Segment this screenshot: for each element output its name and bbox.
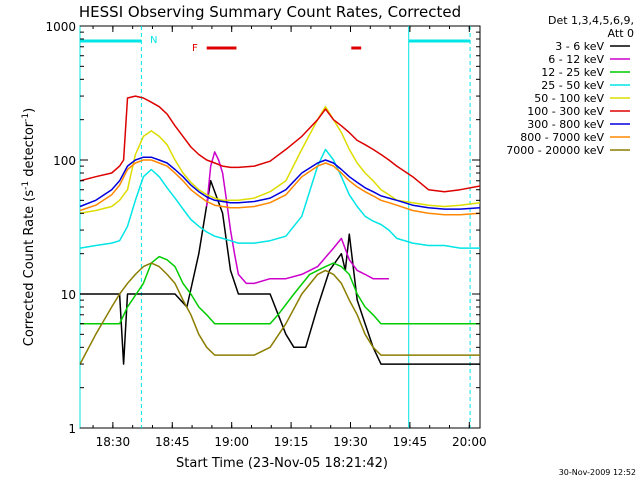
- legend-header-1: Det 1,3,4,5,6,9,: [548, 14, 634, 27]
- legend-entry-label: 6 - 12 keV: [548, 53, 604, 66]
- x-tick-label: 19:30: [333, 435, 368, 449]
- footer-date: 30-Nov-2009 12:52: [559, 468, 636, 477]
- legend-entry-label: 100 - 300 keV: [527, 105, 604, 118]
- flag-bars: [80, 39, 471, 50]
- y-axis-label: Corrected Count Rate (s-1 detector-1): [21, 108, 37, 346]
- y-tick-label: 10: [61, 288, 76, 302]
- y-tick-label: 100: [53, 154, 76, 168]
- y-label-part-3: ): [22, 108, 37, 113]
- legend-entry-label: 7000 - 20000 keV: [506, 144, 604, 157]
- y-label-exp-2: -1: [21, 113, 31, 122]
- annotation-n: N: [150, 35, 157, 46]
- legend-entry-label: 50 - 100 keV: [534, 92, 604, 105]
- x-tick-label: 19:00: [214, 435, 249, 449]
- x-tick-label: 18:45: [155, 435, 190, 449]
- annotation-f: F: [192, 43, 198, 54]
- series-line: [79, 105, 481, 215]
- plot-area: 18:30 18:45 19:00 19:15 19:30 19:45 20:00 1101…: [45, 20, 486, 449]
- x-tick-label: 19:45: [393, 435, 428, 449]
- x-tick-label: 20:00: [452, 435, 487, 449]
- legend-header-2: Att 0: [608, 27, 634, 40]
- series-line: [80, 255, 480, 325]
- series-line: [79, 262, 480, 365]
- series-line: [80, 180, 480, 365]
- x-tick-label: 19:15: [274, 435, 309, 449]
- series-line: [205, 151, 389, 285]
- legend-entry-label: 3 - 6 keV: [555, 40, 604, 53]
- y-label-part-1: Corrected Count Rate (s: [22, 190, 37, 347]
- x-tick-label: 18:30: [96, 435, 131, 449]
- y-axis-ticks: 1 10 100 1000: [45, 20, 480, 436]
- series-line: [79, 95, 481, 193]
- y-tick-label: 1000: [45, 20, 76, 34]
- legend-entry-label: 25 - 50 keV: [541, 79, 604, 92]
- x-axis-label: Start Time (23-Nov-05 18:21:42): [176, 456, 388, 471]
- legend-entry-label: 800 - 7000 keV: [520, 131, 604, 144]
- y-label-exp-1: -1: [21, 181, 31, 190]
- y-tick-label: 1: [68, 422, 76, 436]
- vertical-markers: [79, 26, 471, 428]
- legend-entry-label: 300 - 800 keV: [527, 118, 604, 131]
- series-line: [79, 156, 481, 210]
- plot-frame: [79, 25, 481, 429]
- legend-entry-label: 12 - 25 keV: [541, 66, 604, 79]
- chart-title: HESSI Observing Summary Count Rates, Cor…: [79, 3, 461, 21]
- series-lines: [79, 95, 481, 365]
- x-axis-ticks: 18:30 18:45 19:00 19:15 19:30 19:45 20:00: [92, 26, 487, 449]
- series-line: [79, 148, 480, 249]
- series-line: [79, 159, 481, 216]
- y-label-part-2: detector: [22, 121, 37, 181]
